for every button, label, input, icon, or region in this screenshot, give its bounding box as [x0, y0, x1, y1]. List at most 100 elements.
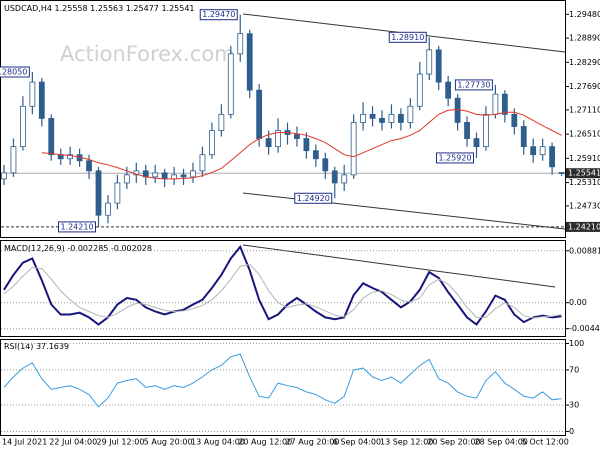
high-value: 1.25563: [90, 4, 123, 13]
candle-body: [10, 146, 17, 174]
candle-body: [341, 174, 348, 184]
candle-body: [558, 172, 565, 174]
candle-body: [256, 89, 263, 139]
y-tick-label: 30: [569, 401, 579, 410]
y-tick-label: 100: [569, 339, 584, 348]
candle-body: [492, 93, 499, 115]
rsi-panel: [0, 339, 566, 436]
annotation-box: [436, 152, 474, 164]
watermark: ActionForex.com: [60, 42, 235, 66]
rsi-title: RSI(14): [4, 342, 33, 351]
candle-body: [29, 81, 36, 107]
annotation-label: 1.29470: [202, 10, 235, 19]
candle-body: [246, 33, 253, 91]
indicator-line: [3, 263, 562, 319]
annotation-label: 1.24920: [297, 194, 330, 203]
moving-average: [41, 108, 562, 180]
candle-body: [265, 138, 272, 148]
candle-body: [171, 174, 178, 180]
x-tick-label: 13 Sep 12:00: [380, 438, 433, 447]
macd-header: MACD(12,26,9) -0.002285 -0.002028: [4, 244, 152, 253]
candle-body: [105, 202, 111, 216]
annotation-box: [0, 66, 30, 78]
candle-body: [86, 160, 92, 172]
candle-body: [530, 146, 537, 156]
candle-body: [350, 122, 357, 176]
macd-trendline: [242, 244, 556, 288]
candle-body: [303, 138, 310, 152]
y-tick-label: 0.00: [569, 298, 587, 307]
candle-body: [369, 113, 376, 119]
annotation-label: 1.25920: [438, 153, 471, 162]
macd-panel: [0, 240, 566, 337]
symbol: USDCAD,H4: [4, 4, 52, 13]
y-tick-label: 1.24730: [569, 201, 600, 210]
annotation-label: 1.27730: [457, 80, 490, 89]
candle-body: [511, 113, 518, 127]
x-tick-label: 27 Aug 20:00: [286, 438, 340, 447]
candle-body: [161, 172, 168, 180]
y-tick-label: 1.25910: [569, 154, 600, 163]
candle-body: [294, 134, 300, 139]
candle-body: [208, 130, 215, 156]
signal-value: -0.002028: [111, 244, 152, 253]
y-tick-label: 0: [569, 427, 574, 436]
candle-body: [48, 117, 55, 156]
candle-body: [237, 33, 244, 55]
candle-body: [312, 150, 319, 160]
candle-body: [397, 113, 404, 123]
candle-body: [95, 170, 102, 216]
candle-body: [445, 81, 452, 99]
low-value: 1.25477: [126, 4, 159, 13]
x-tick-label: 22 Jul 04:00: [49, 438, 97, 447]
y-tick-label: 1.29480: [569, 10, 600, 19]
candle-body: [199, 154, 206, 172]
candle-body: [227, 53, 234, 115]
x-tick-label: 6 Sep 04:00: [333, 438, 381, 447]
candle-body: [454, 97, 461, 123]
candle-body: [426, 49, 433, 75]
candle-body: [180, 174, 187, 178]
x-tick-label: 20 Sep 20:00: [427, 438, 480, 447]
candle-body: [379, 117, 385, 123]
level-label: 1.24210: [568, 222, 600, 231]
rsi-value: 37.1639: [36, 342, 69, 351]
candle-body: [473, 138, 480, 148]
candle-body: [19, 105, 26, 148]
candle-body: [152, 172, 159, 178]
macd-title: MACD(12,26,9): [4, 244, 65, 253]
annotation-box: [199, 9, 238, 21]
annotation-box: [58, 221, 96, 233]
annotation-label: 1.28050: [0, 68, 27, 77]
level-box: [566, 221, 600, 232]
indicator-line: [3, 353, 562, 408]
candle-body: [38, 81, 45, 119]
candle-body: [501, 93, 508, 115]
y-tick-label: 1.28290: [569, 58, 600, 67]
x-tick-label: 14 Jul 2021: [2, 438, 47, 447]
y-tick-label: 0.008816: [569, 246, 600, 255]
y-tick-label: 1.27110: [569, 105, 600, 114]
candle-body: [388, 113, 395, 123]
candle-body: [416, 73, 423, 107]
candle-body: [275, 130, 281, 148]
annotation-label: 1.28910: [391, 33, 424, 42]
x-tick-label: 29 Jul 12:00: [97, 438, 145, 447]
annotation-box: [294, 192, 333, 204]
annotation-box: [454, 79, 493, 91]
x-tick-label: 5 Oct 12:00: [522, 438, 569, 447]
candle-body: [67, 154, 74, 160]
candle-body: [218, 113, 225, 131]
y-tick-label: 1.26510: [569, 130, 600, 139]
candle-body: [360, 113, 367, 123]
candle-body: [190, 170, 196, 178]
close-value: 1.25541: [161, 4, 194, 13]
candle-body: [322, 158, 329, 172]
candle-body: [539, 146, 546, 156]
x-tick-label: 13 Aug 04:00: [191, 438, 245, 447]
price-panel: [0, 0, 566, 238]
candle-body: [123, 174, 130, 184]
y-tick-label: 1.27690: [569, 82, 600, 91]
